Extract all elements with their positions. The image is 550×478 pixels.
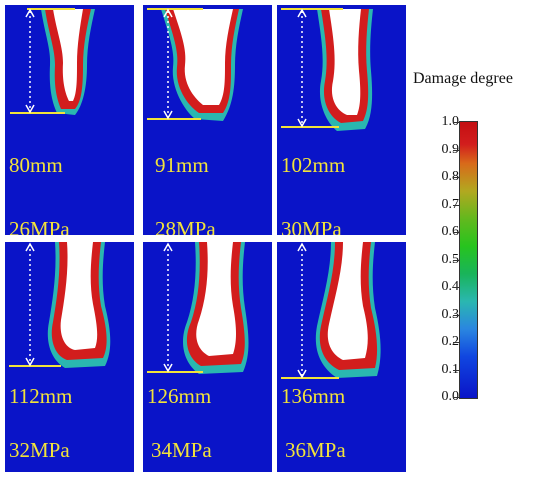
legend-tick-mark	[453, 287, 459, 288]
damage-contour-3	[281, 8, 373, 131]
legend-tick-mark	[453, 314, 459, 316]
damage-panel-4: 112mm 32MPa	[5, 242, 134, 472]
legend-tick-label: 0.8	[441, 169, 460, 184]
damage-contour-1	[10, 8, 95, 115]
legend-title: Damage degree	[413, 70, 513, 87]
legend-tick-label: 0.1	[441, 361, 460, 377]
legend-tick-label: 0.6	[441, 224, 460, 239]
stress-label: 32MPa	[9, 438, 70, 462]
damage-contour-4	[9, 242, 111, 368]
legend-tick-mark	[453, 259, 459, 261]
legend-tick-mark	[453, 232, 459, 233]
legend-tick-mark	[453, 177, 459, 178]
damage-panel-3: 102mm 30MPa	[277, 5, 406, 235]
legend-tick-label: 0.4	[441, 279, 460, 294]
legend-tick-label: 0.3	[441, 306, 460, 322]
damage-panel-2: 91mm 28MPa	[143, 5, 272, 235]
legend-tick-label: 0.0	[441, 389, 460, 404]
damage-panel-1: 80mm 26MPa	[5, 5, 134, 235]
damage-panel-5: 126mm 34MPa	[143, 242, 272, 472]
crack-depth-label: 80mm	[9, 153, 63, 177]
damage-panel-6: 136mm 36MPa	[277, 242, 406, 472]
stress-label: 36MPa	[285, 438, 346, 462]
legend-tick-label: 0.5	[441, 251, 460, 267]
legend-tick-mark	[453, 342, 459, 343]
legend-tick-mark	[453, 397, 459, 398]
crack-depth-label: 112mm	[9, 384, 73, 408]
stress-label: 26MPa	[9, 217, 70, 236]
damage-contour-5	[147, 242, 249, 374]
stress-label: 30MPa	[281, 217, 342, 236]
crack-depth-label: 126mm	[147, 384, 212, 408]
damage-color-scale	[459, 121, 478, 399]
crack-depth-label: 136mm	[281, 384, 346, 408]
damage-contour-6	[281, 242, 381, 379]
legend-tick-mark	[453, 149, 459, 151]
legend-tick-label: 1.0	[441, 114, 460, 129]
stress-label: 28MPa	[155, 217, 216, 236]
damage-contour-2	[147, 8, 243, 121]
crack-depth-label: 102mm	[281, 153, 346, 177]
legend-tick-mark	[453, 122, 459, 123]
legend-tick-label: 0.2	[441, 334, 460, 349]
crack-depth-label: 91mm	[155, 153, 209, 177]
legend-tick-label: 0.9	[441, 141, 460, 157]
legend-tick-mark	[453, 369, 459, 371]
stress-label: 34MPa	[151, 438, 212, 462]
legend-tick-mark	[453, 204, 459, 206]
legend-tick-label: 0.7	[441, 196, 460, 212]
